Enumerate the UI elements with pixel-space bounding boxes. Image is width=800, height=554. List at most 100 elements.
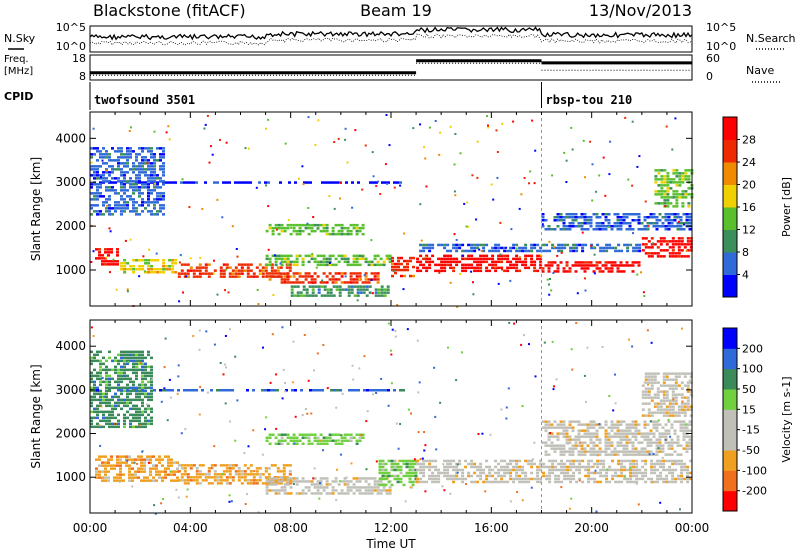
power-cell [370,272,374,275]
power-cell [271,272,275,275]
velocity-cell [363,389,366,392]
power-cell [304,275,308,278]
velocity-colorbar-swatch [723,328,737,349]
velocity-noise-cell [100,405,103,408]
power-cell [114,181,117,184]
power-cell [301,229,305,233]
velocity-cell [659,402,663,405]
velocity-noise-cell [312,477,315,480]
velocity-cell [646,423,650,426]
velocity-cell [264,467,268,470]
power-cell [132,204,135,207]
velocity-cell [274,442,278,445]
power-cell [290,291,294,294]
power-cell [674,252,678,255]
power-cell [108,204,111,207]
velocity-cell [276,389,279,392]
power-cell [666,184,670,187]
power-cell [116,260,119,263]
velocity-cell [289,477,293,480]
power-noise-cell [370,279,373,281]
power-cell [346,281,350,284]
velocity-cell [99,395,102,399]
velocity-cell [402,459,406,463]
velocity-cell [144,377,147,381]
power-noise-cell [377,180,380,183]
velocity-cell [219,464,223,467]
velocity-noise-cell [685,423,688,426]
velocity-cell [650,471,654,475]
velocity-cell [547,423,551,426]
velocity-cell [416,477,420,481]
power-cell [657,172,661,175]
power-cell [301,260,305,264]
power-cell [114,150,117,153]
power-cell [464,257,468,261]
power-cell [560,243,564,247]
velocity-cell [99,425,102,429]
power-cell [189,266,193,269]
power-cell [243,181,246,184]
power-cell [434,269,438,273]
velocity-cell [286,483,290,486]
velocity-cell [628,453,632,456]
power-cell [663,196,667,199]
velocity-cell [117,401,120,405]
velocity-cell [521,477,525,481]
power-cell [671,252,675,255]
velocity-cell [677,462,681,466]
power-cell [274,272,278,275]
velocity-cell [399,389,402,392]
velocity-cell [671,393,675,396]
velocity-cell [653,381,657,384]
power-cell [129,180,132,183]
velocity-cell [674,402,678,405]
velocity-cell [467,474,471,478]
velocity-cell [137,470,140,473]
velocity-cell [111,386,114,390]
velocity-cell [138,422,141,426]
velocity-noise-cell [169,396,172,399]
power-cell [533,263,537,267]
velocity-cell [387,459,391,463]
velocity-cell [141,392,144,396]
power-cell [604,213,608,216]
power-cell [598,228,602,231]
power-cell [105,186,108,189]
velocity-cell [665,399,669,402]
power-cell [96,189,99,192]
power-cell [358,226,362,230]
velocity-cell [659,471,663,475]
velocity-cell [608,468,612,472]
power-cell [331,278,335,281]
velocity-cell [288,464,292,467]
power-noise-cell [486,115,488,118]
power-cell [320,294,324,297]
velocity-cell [352,486,356,489]
velocity-cell [231,467,235,470]
velocity-cell [107,470,110,473]
power-noise-cell [499,253,502,256]
velocity-cell [680,477,684,481]
power-cell [268,226,272,230]
velocity-cell [114,416,117,420]
velocity-cell [503,474,507,478]
velocity-cell [649,432,653,435]
power-cell [105,177,108,180]
velocity-cell [470,474,474,478]
power-cell [625,264,629,267]
power-noise-cell [459,152,462,155]
velocity-cell [638,468,642,472]
velocity-cell [99,368,102,372]
velocity-cell [671,414,675,417]
power-cell [657,202,661,205]
power-cell [524,246,528,250]
velocity-cell [390,462,394,466]
power-cell [101,263,104,266]
velocity-cell [93,398,96,402]
velocity-cell [101,479,104,482]
power-cell [93,168,96,171]
velocity-cell [662,378,666,381]
velocity-cell [340,439,344,442]
power-cell [655,222,659,225]
